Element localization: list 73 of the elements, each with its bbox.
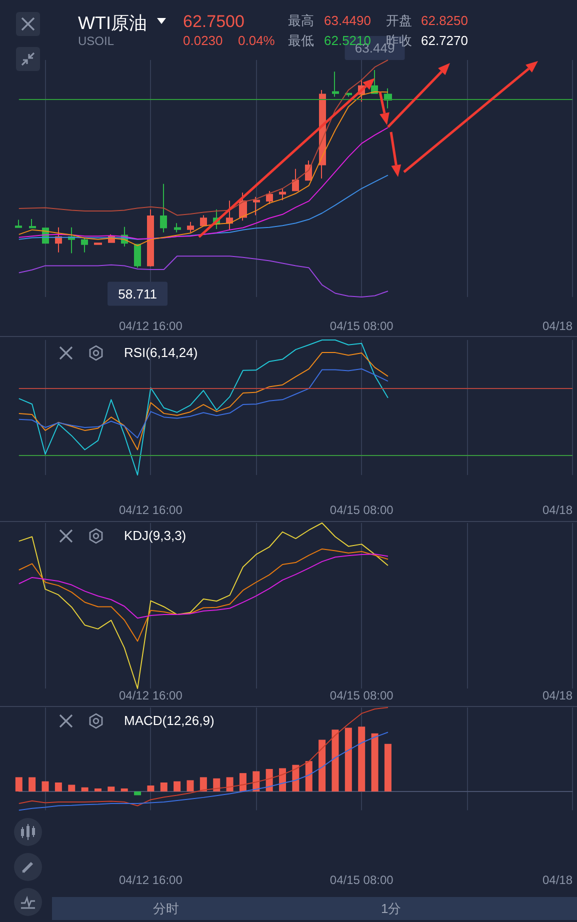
text: 1分 [381, 901, 402, 916]
bar [68, 784, 76, 792]
x-tick-label: 04/15 08:00 [330, 873, 394, 888]
bar [54, 782, 62, 792]
text: 0.0230 [183, 33, 223, 48]
candlestick [371, 70, 378, 94]
candlestick [253, 196, 260, 216]
text: 62.7270 [421, 33, 468, 48]
bar [42, 781, 49, 792]
bar [186, 780, 194, 792]
text: 62.8250 [421, 13, 468, 28]
candlestick [147, 208, 154, 268]
candlestick [94, 242, 102, 246]
text: 0.04% [238, 33, 275, 48]
candlestick [266, 190, 273, 204]
bar [279, 768, 286, 792]
chart-subtitle: USOIL [78, 34, 114, 48]
bar [120, 788, 128, 792]
x-tick-label: 04/12 16:00 [119, 319, 183, 333]
candlestick [200, 214, 207, 226]
chart-title: WTI原油 [78, 13, 147, 33]
bar [134, 791, 142, 796]
x-tick-label: 04/15 08:00 [330, 503, 394, 517]
bar [318, 740, 326, 792]
bar [213, 778, 220, 792]
candlestick [292, 168, 299, 192]
bar [239, 773, 246, 792]
x-tick-label: 04/18 [542, 873, 573, 888]
x-tick-label: 04/12 16:00 [119, 688, 183, 702]
candlestick [15, 219, 22, 228]
x-tick-label: 04/18 [542, 319, 573, 333]
candlestick [81, 238, 88, 253]
text: 63.4490 [324, 13, 371, 28]
candlestick [332, 71, 339, 98]
x-tick-label: 04/18 [542, 688, 573, 702]
candlestick [279, 188, 286, 201]
annotation: 58.711 [118, 286, 157, 302]
candlestick [187, 221, 194, 233]
bar [81, 787, 88, 792]
bar [160, 782, 168, 792]
bar [15, 777, 22, 792]
x-tick-label: 04/12 16:00 [119, 873, 183, 888]
bar [384, 744, 392, 792]
bar [200, 777, 207, 792]
bar [147, 786, 154, 792]
candlestick [226, 200, 233, 230]
bar [108, 786, 115, 792]
text: 开盘 [386, 13, 412, 28]
bar [292, 764, 300, 792]
text: 最高 [288, 13, 314, 28]
bar [371, 733, 378, 792]
bar [226, 777, 234, 792]
x-tick-label: 04/12 16:00 [119, 503, 183, 517]
bar [332, 730, 339, 792]
bar [94, 788, 102, 792]
candlestick [174, 222, 181, 233]
candlestick [134, 244, 141, 268]
bar [305, 761, 312, 792]
x-tick-label: 04/18 [542, 503, 573, 517]
bar [344, 728, 352, 792]
chart-title: KDJ(9,3,3) [124, 528, 186, 543]
candlestick [29, 218, 36, 228]
chart-title: RSI(6,14,24) [124, 345, 198, 360]
text: 最低 [288, 33, 314, 48]
text: 分时 [153, 901, 179, 916]
bar [174, 781, 181, 792]
candlestick [160, 183, 167, 233]
text: 62.7500 [183, 12, 244, 31]
x-tick-label: 04/15 08:00 [330, 319, 394, 333]
bar [28, 777, 36, 792]
chart-title: MACD(12,26,9) [124, 713, 214, 728]
bar [358, 726, 366, 792]
x-tick-label: 04/15 08:00 [330, 688, 394, 702]
